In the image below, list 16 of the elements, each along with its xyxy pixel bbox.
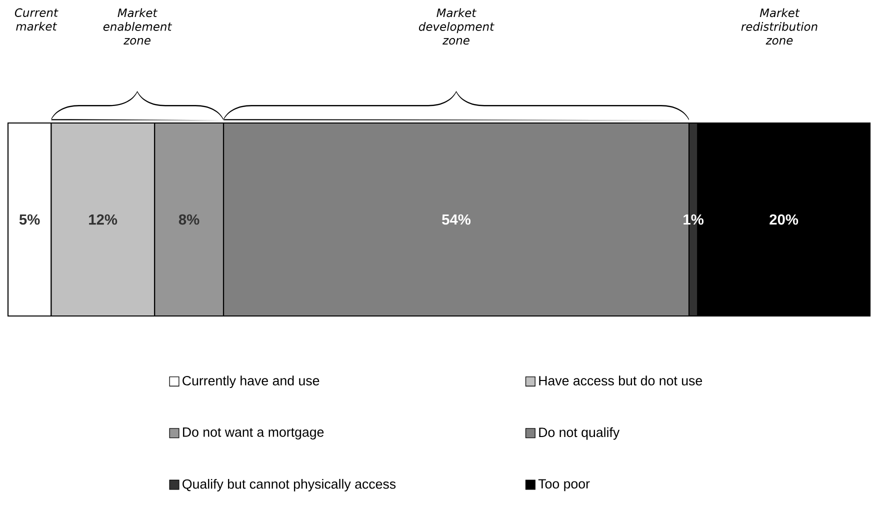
legend-label: Have access but do not use xyxy=(539,376,702,386)
legend-label: Do not qualify xyxy=(539,427,620,440)
legend-label: Do not want a mortgage xyxy=(183,428,324,440)
data-label: 8% xyxy=(178,214,200,225)
text: Market redistribution zone xyxy=(741,8,818,45)
data-label: 1% xyxy=(684,214,704,225)
text: Current market xyxy=(14,8,58,31)
data-label: 20% xyxy=(770,214,798,225)
legend-label: Too poor xyxy=(538,479,590,492)
data-label: 54% xyxy=(442,214,471,225)
legend-label: Currently have and use xyxy=(182,376,320,388)
text: Market development zone xyxy=(418,8,494,45)
data-label: 12% xyxy=(89,214,118,225)
data-label: 5% xyxy=(19,214,40,225)
legend-label: Qualify but cannot physically access xyxy=(182,478,396,492)
text: Market enablement zone xyxy=(103,8,172,45)
